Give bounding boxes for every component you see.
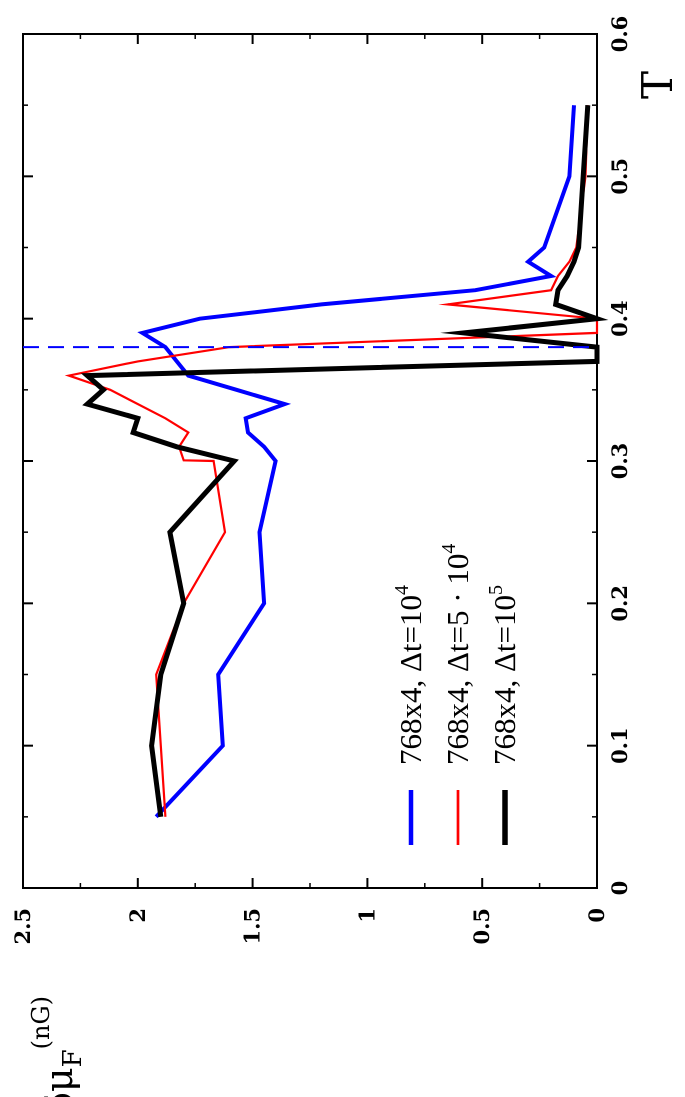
y-tick-label: 1 [354, 908, 379, 923]
x-axis-title: T [633, 71, 682, 99]
x-tick-label: 0 [607, 881, 632, 896]
svg-text:δμF(nG): δμF(nG) [27, 996, 88, 1097]
x-tick-label: 0.5 [607, 158, 632, 195]
x-tick-label: 0.6 [607, 16, 632, 53]
x-tick-label: 0.2 [607, 585, 632, 622]
y-tick-label: 1.5 [240, 908, 265, 945]
legend-label: 768x4, Δt=5 · 104 [438, 544, 475, 765]
series-layer [23, 105, 609, 819]
y-axis-title: δμF(nG) [27, 996, 88, 1097]
legend-label-main: 768x4, Δt=10 [393, 595, 428, 765]
y-tick-label: 2 [125, 908, 150, 923]
x-tick-label: 0.3 [607, 443, 632, 480]
x-tick-label: 0.1 [607, 727, 632, 764]
legend-label: 768x4, Δt=104 [391, 585, 428, 765]
y-axis-title-main: δμ [37, 1067, 81, 1097]
y-axis-title-sup: (nG) [27, 996, 55, 1049]
legend-label-sup: 5 [485, 585, 507, 595]
legend-label-main: 768x4, Δt=10 [487, 595, 522, 765]
x-tick-label: 0.4 [607, 300, 632, 337]
legend-label: 768x4, Δt=105 [485, 585, 522, 765]
y-tick-label: 2.5 [10, 908, 35, 945]
y-axis-title-sub: F [58, 1049, 88, 1067]
y-tick-label: 0.5 [469, 908, 494, 945]
legend-label-sup: 4 [438, 544, 460, 554]
legend-label-main: 768x4, Δt=5 · 10 [440, 554, 475, 765]
series-line [64, 105, 599, 817]
tick-labels: 0 0.1 0.2 0.3 0.4 0.5 0.6 0 0.5 1 1.5 2 2.5 [10, 16, 632, 945]
series-line [80, 105, 609, 818]
ticks [22, 33, 598, 889]
y-tick-label: 0 [584, 908, 609, 923]
series-line [137, 105, 576, 819]
legend-label-sup: 4 [391, 585, 413, 595]
